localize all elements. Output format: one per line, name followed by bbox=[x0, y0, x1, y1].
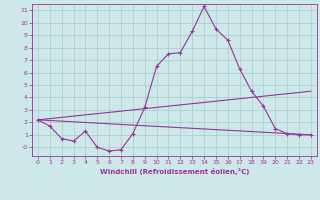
X-axis label: Windchill (Refroidissement éolien,°C): Windchill (Refroidissement éolien,°C) bbox=[100, 168, 249, 175]
